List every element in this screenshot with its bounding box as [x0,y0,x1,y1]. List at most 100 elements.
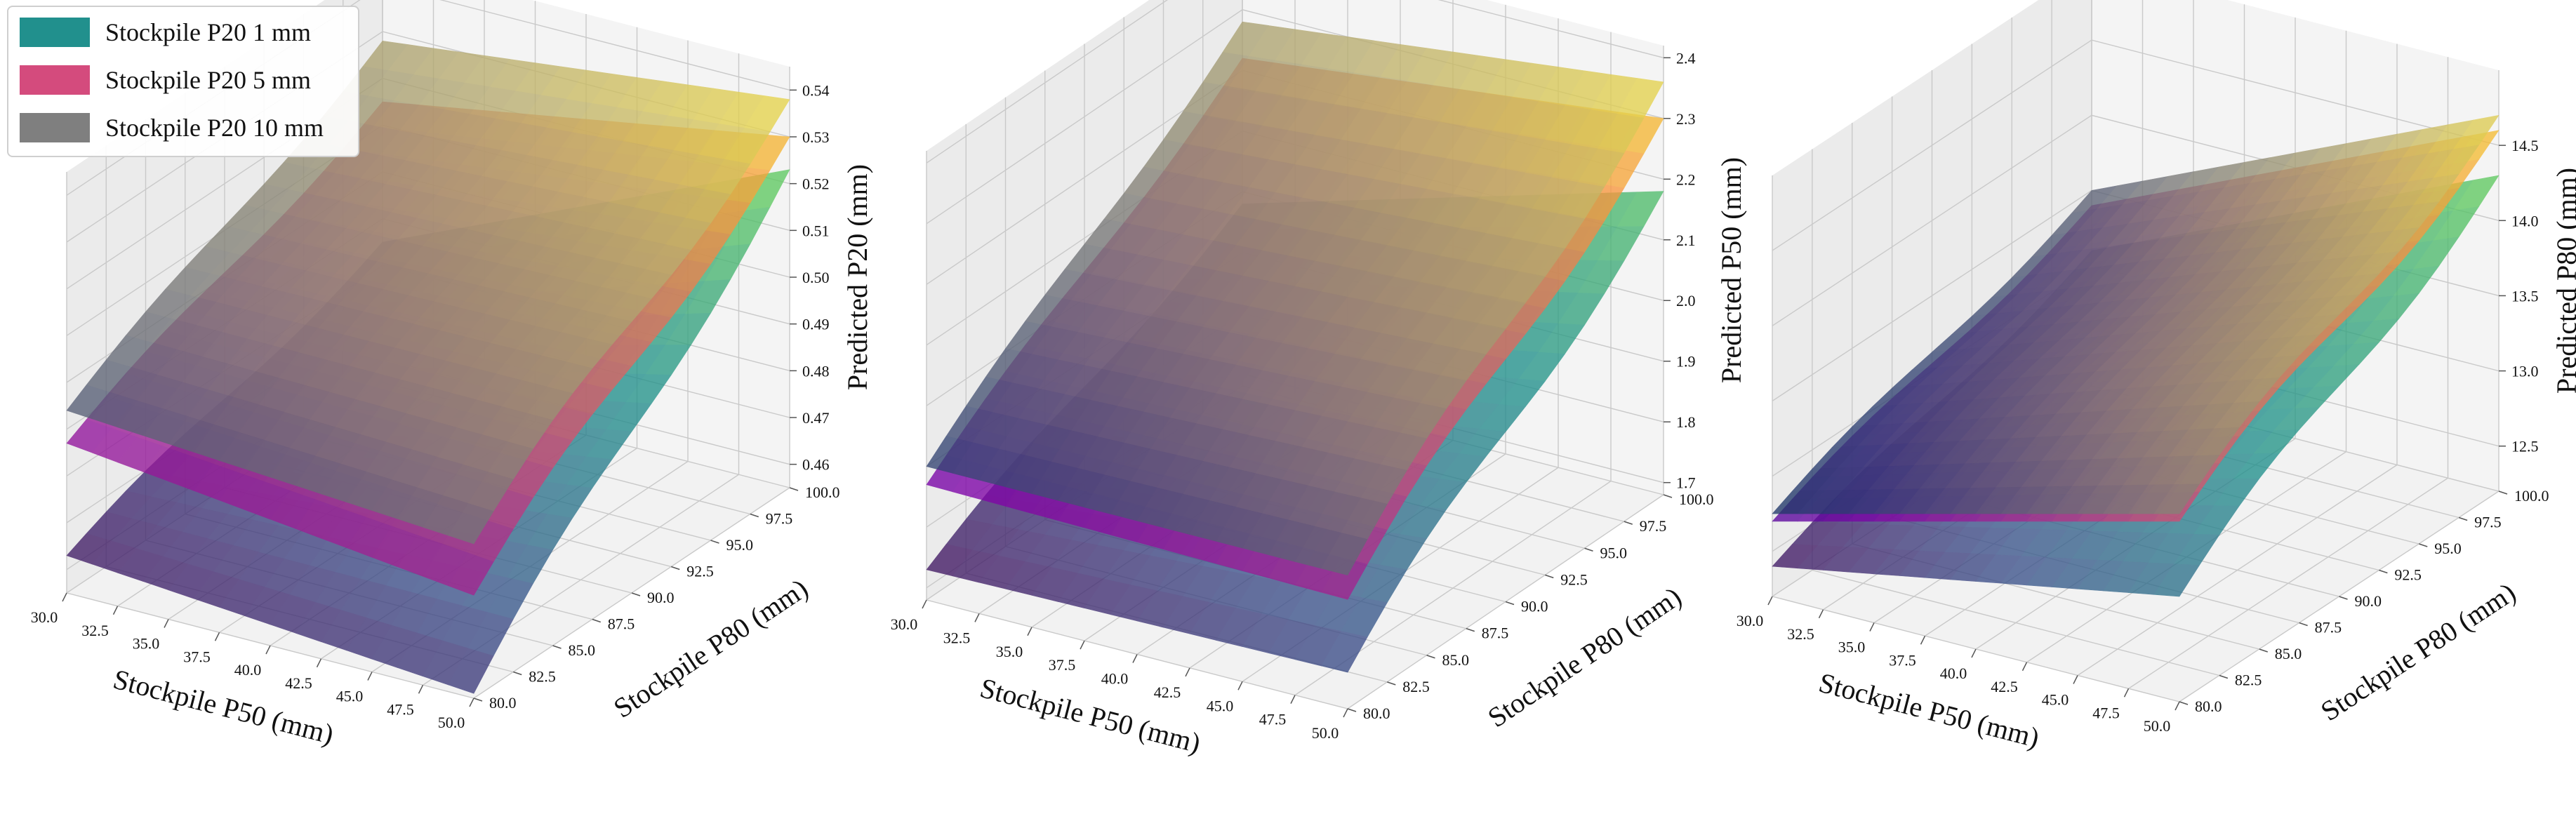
z-tick-label: 2.2 [1676,171,1696,188]
surface-patch [448,502,494,545]
x-tick-mark [1290,695,1296,704]
y-tick-mark [2299,622,2308,627]
x-tick-label: 42.5 [285,674,312,692]
y-tick-mark [2179,701,2189,705]
surface-cividis [926,21,1664,576]
y-tick-mark [631,592,641,596]
x-tick-label: 42.5 [1154,683,1181,701]
x-tick-label: 35.0 [133,635,160,653]
z-tick-label: 2.4 [1676,49,1696,67]
wall-gridline [926,0,1664,164]
x-tick-label: 32.5 [81,622,109,639]
y-tick-mark [1426,655,1435,659]
x-tick-label: 37.5 [1889,651,1916,669]
y-tick-label: 80.0 [1363,705,1390,722]
x-tick-mark [316,658,322,668]
y-tick-mark [1505,601,1515,606]
y-tick-label: 95.0 [726,536,754,554]
x-tick-label: 50.0 [1312,724,1339,742]
y-tick-mark [1624,521,1633,525]
y-tick-label: 85.0 [569,641,596,659]
z-tick-label: 2.1 [1676,232,1696,249]
y-tick-label: 82.5 [2235,672,2262,689]
legend-item-10mm: Stockpile P20 10 mm [20,111,324,145]
z-tick-label: 0.51 [802,222,830,239]
legend-label-10mm: Stockpile P20 10 mm [105,114,324,142]
surface-patch [1321,532,1368,576]
z-tick-label: 2.3 [1676,110,1696,128]
x-tick-label: 37.5 [1049,656,1076,674]
x-tick-mark [1869,622,1875,632]
y-tick-label: 87.5 [2315,619,2342,636]
x-tick-mark [1767,596,1773,606]
x-tick-mark [62,592,67,602]
y-tick-label: 80.0 [489,694,517,712]
z-tick-label: 0.54 [802,81,830,99]
z-tick-label: 0.52 [802,175,830,193]
x-tick-label: 40.0 [1940,665,1967,682]
x-tick-mark [469,698,474,707]
x-tick-label: 42.5 [1991,678,2018,695]
y-tick-mark [592,618,601,623]
y-tick-label: 90.0 [2355,592,2382,610]
z-axis-title: Predicted P20 (mm) [842,164,873,390]
x-tick-mark [367,672,373,681]
y-tick-mark [1545,574,1554,579]
x-tick-label: 50.0 [438,714,465,731]
y-tick-label: 95.0 [1600,544,1628,561]
surface-patch [2153,563,2200,597]
y-tick-label: 80.0 [2195,698,2222,715]
y-tick-mark [1466,627,1475,632]
z-tick-label: 12.5 [2511,438,2539,455]
y-tick-mark [2259,648,2268,653]
y-tick-label: 90.0 [647,589,675,606]
y-tick-label: 97.5 [1640,517,1667,535]
x-tick-mark [1027,627,1033,636]
y-tick-label: 87.5 [1482,625,1509,642]
x-tick-label: 40.0 [1101,670,1129,688]
z-axis-title: Predicted P80 (mm) [2551,168,2576,394]
y-tick-mark [789,487,799,491]
y-tick-mark [1387,681,1396,686]
z-tick-label: 0.48 [802,362,830,380]
y-tick-label: 92.5 [686,563,714,580]
x-tick-mark [112,606,119,615]
y-tick-mark [671,566,680,571]
x-tick-label: 37.5 [183,648,211,665]
x-tick-mark [2073,675,2078,684]
x-tick-mark [1971,648,1977,658]
x-tick-mark [1185,667,1190,677]
x-tick-mark [1080,640,1085,650]
legend-swatch-10mm [20,113,90,142]
chart-panel-3: 30.0 32.5 35.0 37.5 40.0 42.5 45.0 47.5 50.0 80.0… [1737,0,2576,754]
x-tick-label: 47.5 [2092,704,2120,721]
z-tick-label: 0.53 [802,128,830,146]
surface-patch [448,552,494,596]
x-tick-label: 45.0 [2042,691,2069,709]
legend-swatch-5mm [20,65,90,95]
surface-patch [448,648,494,694]
y-tick-label: 82.5 [529,668,556,686]
y-tick-label: 100.0 [805,483,840,501]
x-tick-label: 35.0 [1838,639,1866,656]
z-tick-label: 0.50 [802,269,830,286]
legend-label-1mm: Stockpile P20 1 mm [105,18,312,46]
z-tick-label: 14.5 [2511,137,2539,154]
y-tick-mark [710,540,719,544]
y-tick-mark [750,513,759,518]
y-tick-mark [552,645,562,649]
x-tick-label: 32.5 [943,629,971,646]
y-tick-mark [513,671,522,676]
z-tick-label: 0.49 [802,316,830,333]
floor-gridline [1812,569,2220,676]
surface-patch [2153,483,2200,514]
x-tick-label: 45.0 [1207,697,1234,714]
y-tick-label: 85.0 [1442,651,1470,669]
x-tick-mark [418,684,424,694]
x-tick-mark [1343,708,1348,718]
y-tick-mark [1347,708,1357,712]
x-tick-mark [2021,662,2028,672]
x-tick-label: 40.0 [234,661,262,679]
y-tick-label: 100.0 [1679,491,1714,508]
